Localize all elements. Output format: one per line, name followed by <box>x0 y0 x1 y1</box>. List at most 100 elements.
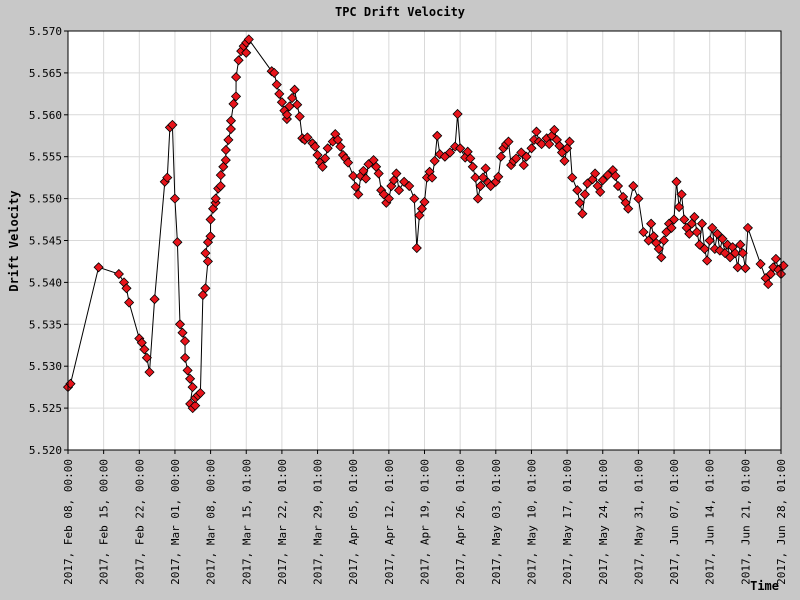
data-point <box>200 248 211 259</box>
data-point <box>179 336 191 347</box>
data-point <box>595 186 606 197</box>
x-tick-label: 2017, Jun 07, 01:00 <box>668 459 681 585</box>
data-point <box>536 139 547 150</box>
data-point <box>169 193 180 204</box>
data-point <box>195 387 206 399</box>
data-point <box>322 143 333 154</box>
y-tick-label: 5.560 <box>29 109 62 122</box>
data-point <box>689 211 700 223</box>
data-point <box>113 268 124 280</box>
data-point <box>419 196 430 208</box>
data-point <box>737 248 748 259</box>
data-point <box>360 173 371 184</box>
x-tick-label: 2017, Apr 05, 01:00 <box>347 459 360 585</box>
data-point <box>610 170 621 182</box>
data-point <box>531 126 542 137</box>
data-point <box>215 180 226 192</box>
data-point <box>373 168 384 179</box>
data-point <box>755 258 766 270</box>
data-point <box>674 201 685 213</box>
data-point <box>702 255 713 266</box>
data-point <box>309 141 321 152</box>
data-point <box>544 139 555 150</box>
data-point <box>770 253 781 264</box>
y-tick-label: 5.520 <box>29 444 62 457</box>
data-point <box>383 193 394 204</box>
x-tick-label: 2017, Apr 12, 01:00 <box>383 459 396 585</box>
data-point <box>172 237 183 248</box>
data-point <box>205 214 216 225</box>
data-point <box>671 176 682 187</box>
data-point <box>317 161 328 172</box>
x-axis-label: Time <box>750 579 779 593</box>
data-point <box>200 283 211 294</box>
data-point <box>210 193 221 204</box>
data-point <box>549 124 560 135</box>
data-point <box>233 55 244 66</box>
data-point <box>559 155 570 166</box>
x-tick-label: 2017, Jun 28, 01:00 <box>775 459 788 585</box>
x-tick-label: 2017, Mar 29, 01:00 <box>312 459 325 585</box>
y-tick-label: 5.530 <box>29 360 62 373</box>
data-point <box>294 111 305 122</box>
data-point <box>612 180 624 192</box>
data-point <box>577 208 588 219</box>
data-point <box>521 151 532 162</box>
data-point <box>287 92 298 104</box>
data-point <box>467 161 478 172</box>
data-point <box>455 143 466 154</box>
data-point <box>730 248 741 259</box>
y-tick-label: 5.550 <box>29 193 62 206</box>
data-point <box>472 193 483 204</box>
x-tick-label: 2017, May 17, 01:00 <box>561 459 574 585</box>
data-point <box>177 327 188 338</box>
x-tick-label: 2017, May 10, 01:00 <box>525 459 538 585</box>
data-point <box>646 218 657 229</box>
data-point <box>182 365 193 376</box>
data-point <box>574 197 585 208</box>
y-tick-label: 5.555 <box>29 151 62 164</box>
data-point <box>475 180 486 192</box>
data-point <box>149 294 160 305</box>
y-axis-label: Drift Velocity <box>7 190 21 291</box>
data-point <box>121 283 132 294</box>
data-point <box>358 165 369 176</box>
data-point <box>511 153 522 164</box>
y-tick-label: 5.570 <box>29 25 62 38</box>
y-tick-label: 5.525 <box>29 402 62 415</box>
data-point <box>124 297 135 308</box>
data-point <box>289 84 300 95</box>
data-point <box>518 160 529 171</box>
x-axis-ticks: 2017, Feb 08, 00:00 2017, Feb 15, 00:00 20… <box>62 450 788 585</box>
data-point <box>699 243 710 254</box>
data-point <box>444 147 456 158</box>
data-point <box>712 228 723 239</box>
data-point <box>274 88 285 99</box>
x-tick-label: 2017, Apr 26, 01:00 <box>454 459 467 585</box>
data-point <box>231 72 242 83</box>
plot-frame <box>67 30 782 451</box>
data-point <box>343 157 354 168</box>
data-point <box>174 319 186 330</box>
data-point <box>707 222 718 233</box>
data-point <box>185 373 196 384</box>
data-point <box>696 218 708 229</box>
chart-title: TPC Drift Velocity <box>335 5 465 19</box>
data-point <box>602 170 613 181</box>
x-tick-label: 2017, Mar 01, 00:00 <box>169 459 182 585</box>
data-point <box>658 235 669 246</box>
data-point <box>404 180 415 192</box>
data-point <box>633 193 644 204</box>
data-point <box>432 130 443 141</box>
data-point <box>230 91 242 102</box>
data-point <box>668 214 680 225</box>
data-point <box>93 262 104 273</box>
data-point <box>503 136 514 147</box>
data-point <box>391 168 402 179</box>
data-point <box>732 262 743 273</box>
data-point <box>653 243 664 254</box>
x-tick-label: 2017, Feb 08, 00:00 <box>62 459 75 585</box>
data-point <box>220 155 231 166</box>
data-point <box>223 134 234 145</box>
